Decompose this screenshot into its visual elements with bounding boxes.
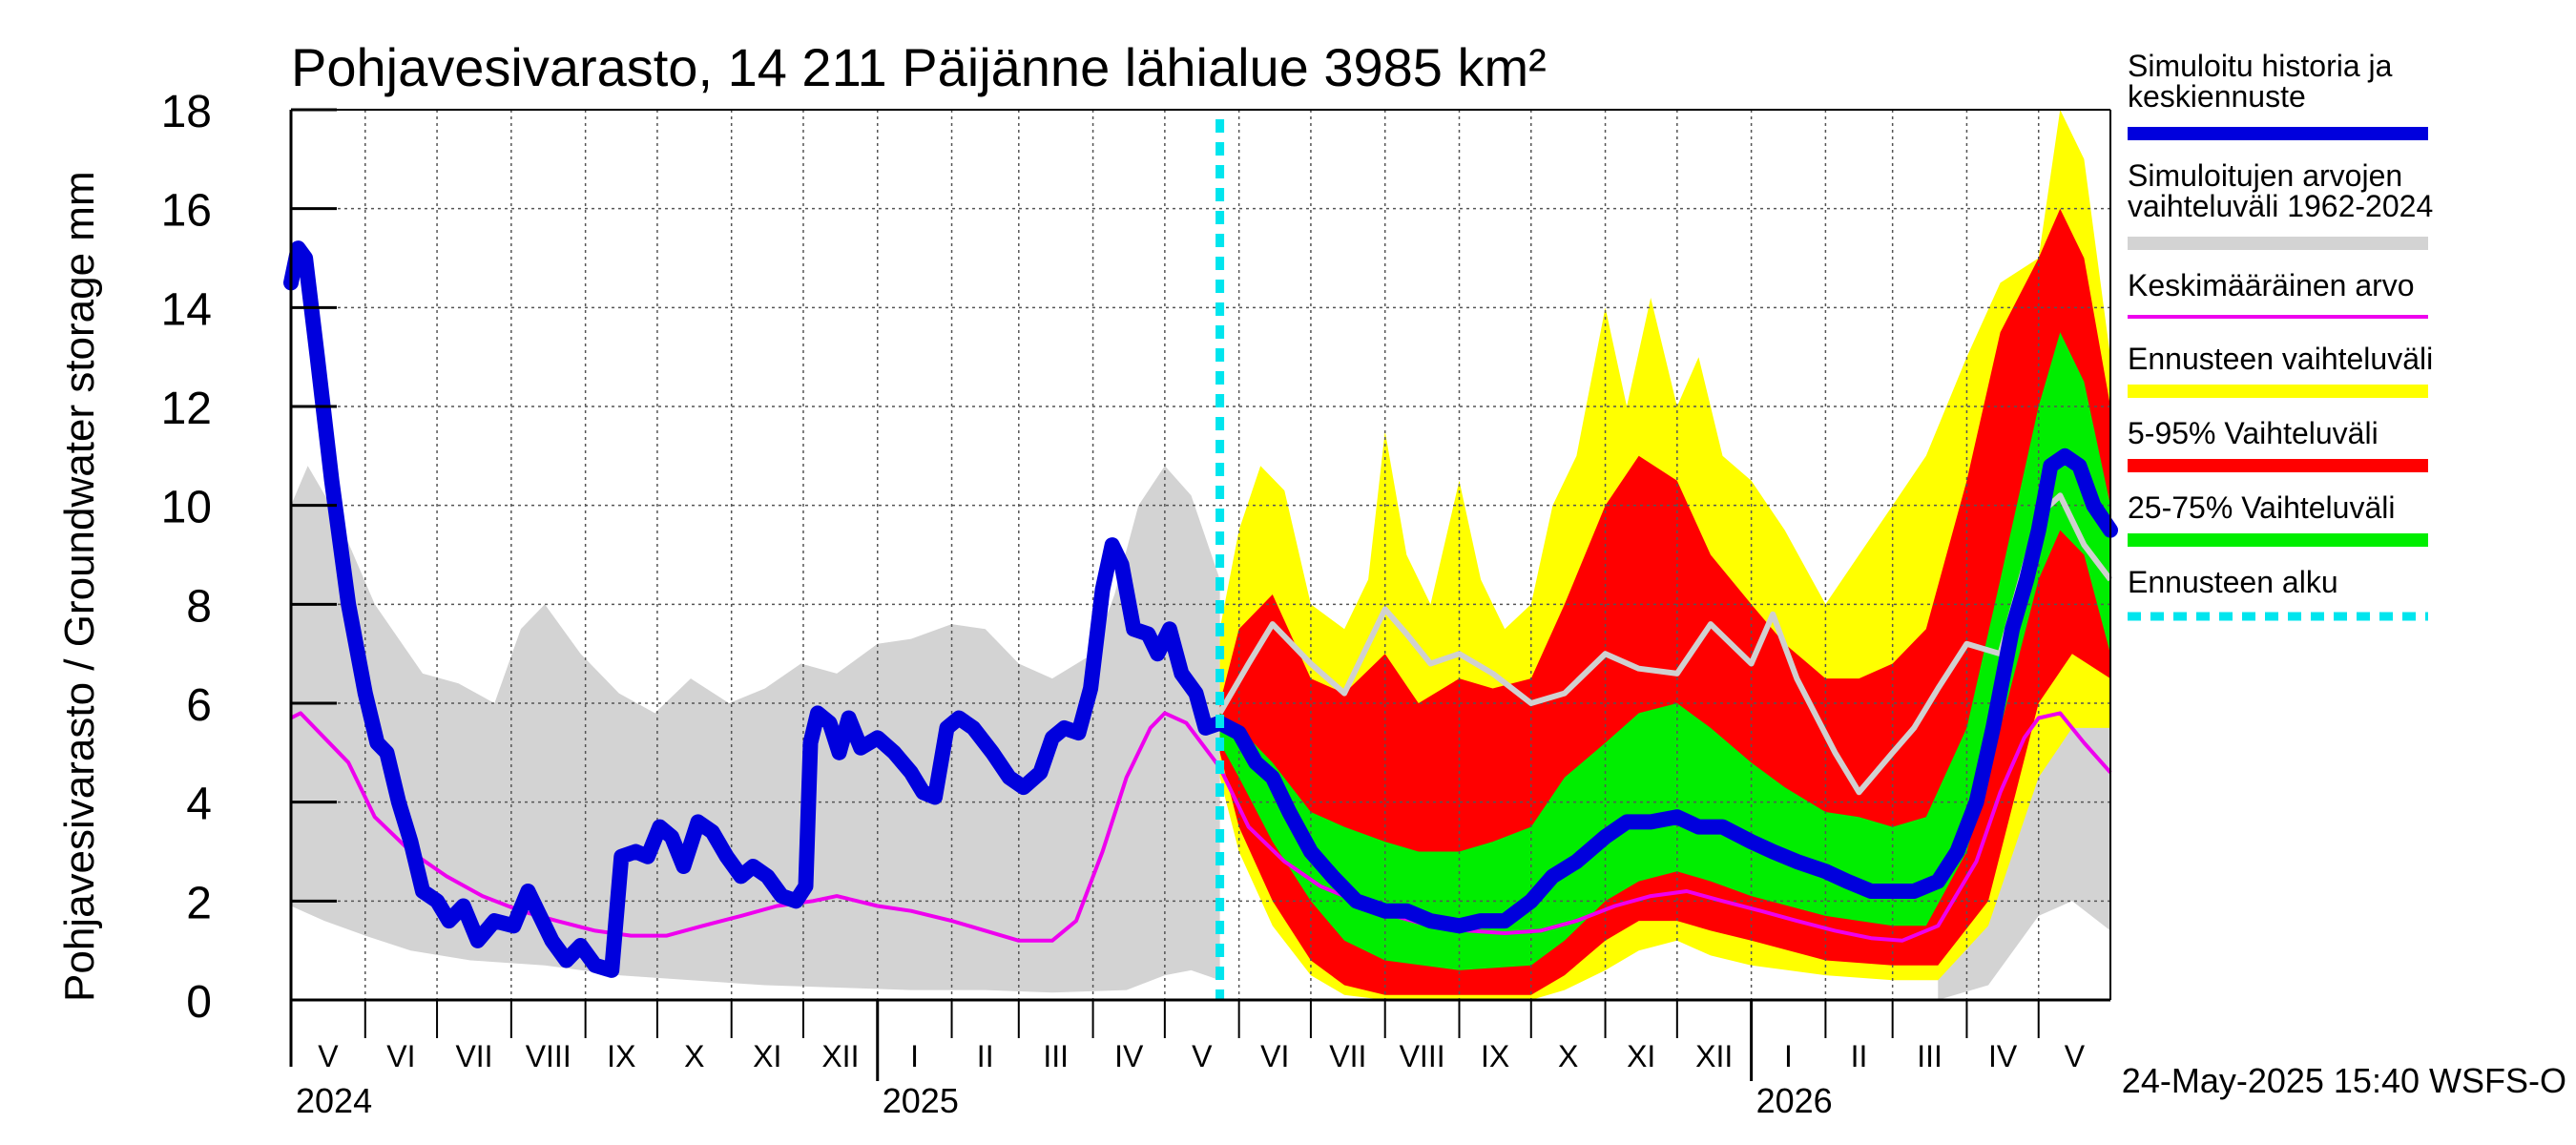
x-month-label: I [910, 1039, 919, 1073]
legend-item-25-75: 25-75% Vaihteluväli [2128, 490, 2428, 547]
y-tick-label: 8 [186, 581, 212, 632]
legend-label: Simuloitu historia ja [2128, 49, 2393, 83]
x-month-label: XII [1695, 1039, 1733, 1073]
x-month-label: XI [753, 1039, 781, 1073]
x-month-label: X [684, 1039, 704, 1073]
x-month-label: X [1558, 1039, 1578, 1073]
legend-label: keskiennuste [2128, 79, 2306, 114]
chart-title: Pohjavesivarasto, 14 211 Päijänne lähial… [291, 37, 1547, 97]
legend: Simuloitu historia jakeskiennusteSimuloi… [2128, 49, 2433, 621]
legend-item-mean: Keskimääräinen arvo [2128, 268, 2428, 319]
x-month-label: VIII [1400, 1039, 1445, 1073]
y-axis-label: Pohjavesivarasto / Groundwater storage m… [56, 171, 103, 1002]
bands-layer [291, 110, 2110, 1000]
legend-label: Keskimääräinen arvo [2128, 268, 2415, 302]
y-tick-label: 6 [186, 680, 212, 731]
simulated-history-line [283, 240, 2118, 978]
x-month-label: XII [821, 1039, 859, 1073]
x-month-label: V [1192, 1039, 1213, 1073]
x-month-label: V [2065, 1039, 2086, 1073]
y-tick-label: 0 [186, 977, 212, 1028]
legend-item-forecast-start: Ennusteen alku [2128, 565, 2428, 621]
x-year-label: 2026 [1756, 1081, 1833, 1120]
x-month-label: III [1917, 1039, 1942, 1073]
x-month-label: XI [1627, 1039, 1655, 1073]
legend-item-5-95: 5-95% Vaihteluväli [2128, 416, 2428, 472]
x-month-label: IX [1481, 1039, 1509, 1073]
mean-line [290, 711, 2112, 943]
x-month-label: II [1851, 1039, 1868, 1073]
lines-layer [283, 119, 2118, 1000]
x-month-label: IX [607, 1039, 635, 1073]
legend-label: Ennusteen vaihteluväli [2128, 342, 2433, 376]
legend-label: 5-95% Vaihteluväli [2128, 416, 2379, 450]
y-tick-label: 4 [186, 780, 212, 830]
y-tick-label: 2 [186, 878, 212, 928]
x-month-label: V [318, 1039, 339, 1073]
forecast-median-line [1217, 492, 2113, 796]
x-month-label: II [977, 1039, 994, 1073]
x-year-label: 2025 [883, 1081, 959, 1120]
x-year-label: 2024 [296, 1081, 372, 1120]
x-month-label: I [1784, 1039, 1793, 1073]
x-month-label: VI [386, 1039, 415, 1073]
x-month-label: III [1043, 1039, 1069, 1073]
x-month-label: VII [455, 1039, 492, 1073]
x-month-label: VIII [526, 1039, 571, 1073]
historical-range-band [291, 466, 1220, 993]
legend-label: vaihteluväli 1962-2024 [2128, 189, 2433, 223]
timestamp-label: 24-May-2025 15:40 WSFS-O [2122, 1061, 2566, 1100]
x-month-label: IV [1114, 1039, 1144, 1073]
forecast-5-95-band [1219, 208, 2110, 995]
y-tick-label: 18 [161, 87, 212, 137]
y-tick-label: 14 [161, 284, 212, 335]
y-tick-label: 10 [161, 483, 212, 533]
y-tick-label: 16 [161, 186, 212, 237]
legend-label: Ennusteen alku [2128, 565, 2338, 599]
x-month-label: IV [1988, 1039, 2018, 1073]
forecast-25-75-band [1219, 332, 2110, 970]
x-month-label: VII [1329, 1039, 1366, 1073]
legend-label: Simuloitujen arvojen [2128, 158, 2402, 193]
y-tick-label: 12 [161, 384, 212, 434]
x-month-label: VI [1260, 1039, 1289, 1073]
legend-item-forecast-range: Ennusteen vaihteluväli [2128, 342, 2433, 398]
legend-label: 25-75% Vaihteluväli [2128, 490, 2395, 525]
